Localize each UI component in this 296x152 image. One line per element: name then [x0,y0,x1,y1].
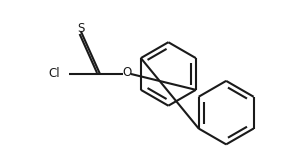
Text: O: O [122,66,131,79]
Text: Cl: Cl [49,67,60,80]
Text: S: S [77,22,85,35]
